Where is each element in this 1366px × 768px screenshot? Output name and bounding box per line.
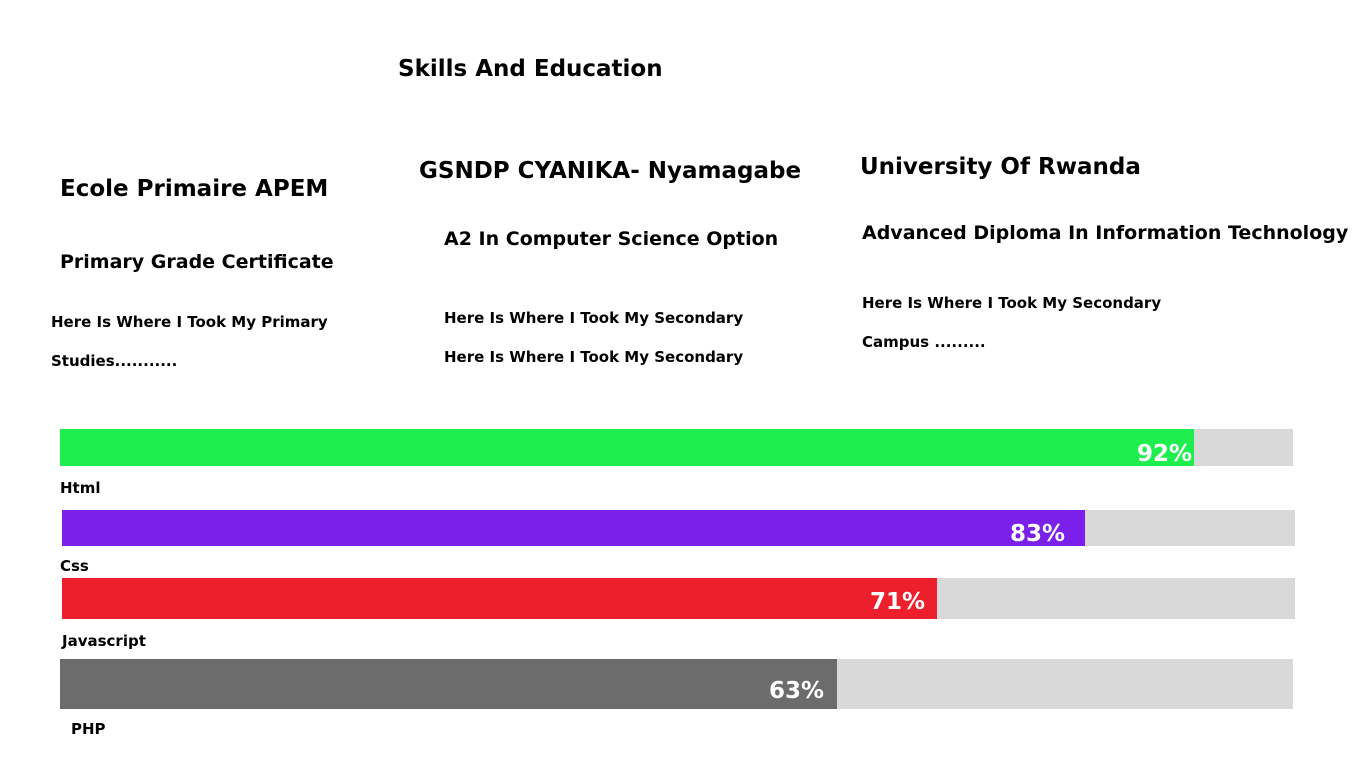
skill-bar-css: 83% [62,510,1295,546]
skill-label-html: Html [60,479,101,497]
skill-bar-html: 92% [60,429,1293,466]
skill-bar-fill: 83% [62,510,1085,546]
certificate-name: Advanced Diploma In Information Technolo… [862,222,1349,244]
skill-bar-php: 63% [60,659,1293,709]
skill-bar-fill: 71% [62,578,937,619]
skill-label-javascript: Javascript [62,632,146,650]
school-name: University Of Rwanda [860,154,1141,180]
education-description-line: Here Is Where I Took My Primary [51,313,328,331]
section-title: Skills And Education [398,56,663,82]
skill-bar-fill: 63% [60,659,837,709]
skill-percent-label: 83% [1009,521,1065,547]
skill-percent-label: 92% [1136,441,1192,467]
education-description-line: Campus ......... [862,333,986,351]
school-name: GSNDP CYANIKA- Nyamagabe [419,158,802,184]
education-description-line: Here Is Where I Took My Secondary [444,348,744,366]
skill-percent-label: 71% [869,589,925,615]
education-description-line: Here Is Where I Took My Secondary [862,294,1162,312]
education-description-line: Here Is Where I Took My Secondary [444,309,744,327]
education-description-line: Studies........... [51,352,178,370]
skill-label-css: Css [60,557,89,575]
skill-percent-label: 63% [768,678,824,704]
certificate-name: A2 In Computer Science Option [444,228,779,250]
skill-bar-fill: 92% [60,429,1194,466]
school-name: Ecole Primaire APEM [60,176,329,202]
certificate-name: Primary Grade Certificate [60,251,334,273]
skill-bar-javascript: 71% [62,578,1295,619]
skill-label-php: PHP [71,720,106,738]
